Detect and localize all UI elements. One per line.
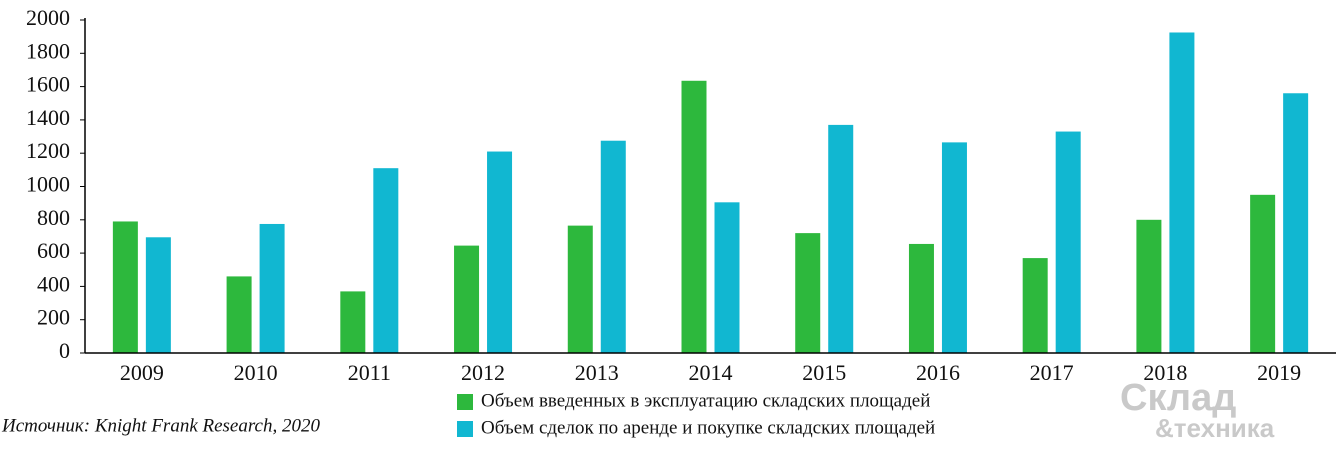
bar	[1169, 32, 1195, 354]
bar	[795, 233, 821, 353]
bar	[454, 245, 480, 353]
bar	[600, 140, 626, 353]
x-tick-label: 2012	[461, 360, 505, 385]
x-tick-label: 2009	[120, 360, 164, 385]
bar	[1250, 194, 1276, 353]
x-tick-label: 2011	[348, 360, 391, 385]
legend-swatch	[457, 394, 473, 410]
y-tick-label: 800	[37, 205, 70, 230]
x-tick-label: 2015	[802, 360, 846, 385]
bar	[908, 243, 934, 353]
bar	[567, 225, 593, 353]
x-tick-label: 2017	[1030, 360, 1074, 385]
y-tick-label: 200	[37, 305, 70, 330]
y-tick-label: 2000	[26, 5, 70, 30]
bar	[1283, 93, 1309, 353]
bar	[714, 202, 740, 353]
bar	[681, 80, 707, 354]
x-tick-label: 2010	[234, 360, 278, 385]
bar	[226, 276, 252, 353]
bar	[487, 151, 513, 353]
y-tick-label: 1800	[26, 38, 70, 63]
y-tick-label: 1600	[26, 72, 70, 97]
x-tick-label: 2013	[575, 360, 619, 385]
legend-label: Объем введенных в эксплуатацию складских…	[481, 390, 930, 411]
y-tick-label: 0	[59, 338, 70, 363]
bar	[373, 168, 399, 353]
y-tick-label: 1000	[26, 172, 70, 197]
bar	[259, 223, 285, 353]
bar	[828, 124, 854, 354]
bar	[112, 221, 138, 353]
legend-label: Объем сделок по аренде и покупке складск…	[481, 417, 935, 438]
x-tick-label: 2016	[916, 360, 960, 385]
watermark: &техника	[1155, 413, 1275, 443]
bar	[941, 142, 967, 353]
y-tick-label: 400	[37, 271, 70, 296]
y-tick-label: 1200	[26, 138, 70, 163]
bar	[1022, 258, 1048, 353]
watermark: Склад	[1120, 377, 1236, 419]
y-tick-label: 600	[37, 238, 70, 263]
y-tick-label: 1400	[26, 105, 70, 130]
x-tick-label: 2019	[1257, 360, 1301, 385]
bar	[145, 237, 171, 353]
legend-swatch	[457, 421, 473, 437]
bar	[340, 291, 366, 353]
source: Источник: Knight Frank Research, 2020	[1, 415, 320, 436]
x-tick-label: 2018	[1143, 360, 1187, 385]
bar	[1136, 219, 1162, 353]
x-tick-label: 2014	[689, 360, 733, 385]
bar	[1055, 131, 1081, 353]
